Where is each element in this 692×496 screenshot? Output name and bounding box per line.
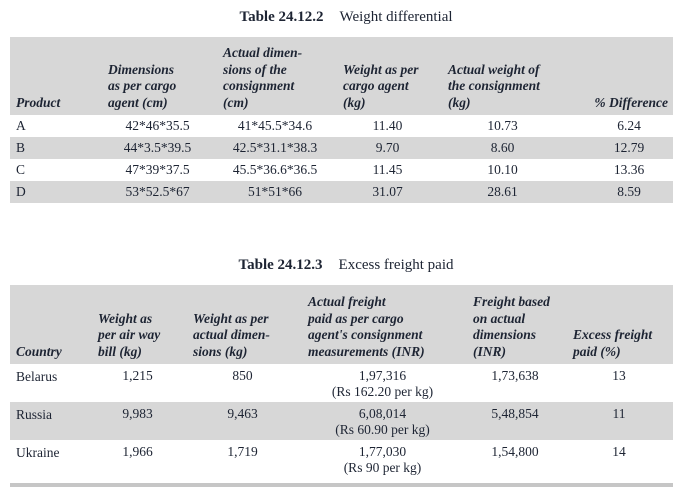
weight-differential-table: Product Dimensions as per cargo agent (c… — [10, 37, 673, 203]
freight-rate-note: (Rs 90 per kg) — [343, 460, 422, 475]
freight-paid-value: 1,77,030 — [358, 444, 407, 459]
cell-weight-actual: 850 — [232, 368, 253, 383]
table-row-ukraine: Ukraine 1,966 1,719 1,77,030 (Rs 90 per k… — [10, 440, 673, 478]
cell-freight-actual: 1,73,638 — [491, 368, 539, 383]
cell-pct: 13.36 — [613, 162, 645, 177]
cell-freight-actual: 1,54,800 — [491, 444, 539, 459]
freight-rate-note: (Rs 60.90 per kg) — [335, 422, 430, 437]
cell-country: Belarus — [16, 369, 58, 384]
table1-title: Table 24.12.2 Weight differential — [0, 9, 692, 26]
cell-dims-agent: 53*52.5*67 — [125, 184, 190, 199]
cell-dims-agent: 42*46*35.5 — [125, 118, 190, 133]
cell-weight-awb: 9,983 — [122, 406, 153, 421]
cell-weight-actual: 1,719 — [227, 444, 258, 459]
t2-col-weight-awb: Weight as per air way bill (kg) — [98, 310, 161, 359]
table-row-belarus: Belarus 1,215 850 1,97,316 (Rs 162.20 per… — [10, 364, 673, 402]
excess-freight-table: Country Weight as per air way bill (kg) … — [10, 285, 673, 478]
cell-product: A — [16, 118, 26, 133]
freight-rate-note: (Rs 162.20 per kg) — [331, 384, 434, 399]
cell-weight-actual: 10.10 — [487, 162, 518, 177]
cell-dims-actual: 45.5*36.6*36.5 — [232, 162, 318, 177]
cell-excess-pct: 13 — [612, 368, 626, 383]
table-row-product-a: A 42*46*35.5 41*45.5*34.6 11.40 10.73 6.… — [10, 115, 673, 137]
t2-col-excess-pct: Excess freight paid (%) — [573, 327, 653, 359]
cell-weight-actual: 10.73 — [487, 118, 518, 133]
cell-country: Ukraine — [16, 445, 60, 460]
cell-weight-agent: 31.07 — [372, 184, 403, 199]
page-bottom-rule — [10, 483, 673, 487]
table2-title-number: Table 24.12.3 — [238, 257, 323, 273]
cell-weight-actual: 9,463 — [227, 406, 258, 421]
table2-title-text: Excess freight paid — [338, 257, 454, 273]
t1-col-weight-actual: Actual weight of the consignment (kg) — [448, 61, 540, 110]
cell-excess-pct: 14 — [612, 444, 626, 459]
t1-col-pct-difference: % Difference — [594, 94, 668, 110]
cell-product: C — [16, 162, 26, 177]
cell-weight-agent: 11.40 — [372, 118, 403, 133]
freight-paid-value: 1,97,316 — [358, 368, 407, 383]
cell-weight-awb: 1,215 — [122, 368, 153, 383]
cell-freight-paid: 1,77,030 (Rs 90 per kg) — [300, 440, 465, 478]
freight-paid-value: 6,08,014 — [358, 406, 407, 421]
table2-header-row: Country Weight as per air way bill (kg) … — [10, 285, 673, 364]
cell-weight-actual: 28.61 — [487, 184, 518, 199]
cell-freight-paid: 1,97,316 (Rs 162.20 per kg) — [300, 364, 465, 402]
cell-weight-actual: 8.60 — [490, 140, 515, 155]
table1-header-row: Product Dimensions as per cargo agent (c… — [10, 37, 673, 115]
table-row-product-c: C 47*39*37.5 45.5*36.6*36.5 11.45 10.10 … — [10, 159, 673, 181]
t2-col-country: Country — [16, 343, 62, 359]
t1-col-dims-actual: Actual dimen- sions of the consignment (… — [223, 45, 303, 110]
t1-col-dims-agent: Dimensions as per cargo agent (cm) — [108, 61, 177, 110]
cell-pct: 8.59 — [617, 184, 641, 199]
table1-title-number: Table 24.12.2 — [239, 9, 324, 25]
cell-excess-pct: 11 — [612, 406, 626, 421]
cell-freight-paid: 6,08,014 (Rs 60.90 per kg) — [300, 402, 465, 440]
t2-col-freight-actual: Freight based on actual dimensions (INR) — [473, 294, 550, 359]
cell-weight-awb: 1,966 — [122, 444, 153, 459]
cell-weight-agent: 11.45 — [372, 162, 403, 177]
cell-pct: 6.24 — [617, 118, 641, 133]
cell-pct: 12.79 — [613, 140, 645, 155]
cell-dims-actual: 41*45.5*34.6 — [237, 118, 313, 133]
cell-dims-actual: 51*51*66 — [248, 184, 302, 199]
cell-country: Russia — [16, 407, 53, 422]
t2-col-weight-actual: Weight as per actual dimen- sions (kg) — [193, 310, 270, 359]
cell-freight-actual: 5,48,854 — [491, 406, 539, 421]
table1-title-text: Weight differential — [339, 9, 453, 25]
cell-dims-actual: 42.5*31.1*38.3 — [232, 140, 318, 155]
table2-title: Table 24.12.3 Excess freight paid — [0, 257, 692, 274]
cell-weight-agent: 9.70 — [375, 140, 400, 155]
cell-product: D — [16, 184, 26, 199]
table-row-russia: Russia 9,983 9,463 6,08,014 (Rs 60.90 per… — [10, 402, 673, 440]
t2-col-freight-paid: Actual freight paid as per cargo agent's… — [308, 294, 425, 359]
cell-dims-agent: 47*39*37.5 — [125, 162, 190, 177]
cell-dims-agent: 44*3.5*39.5 — [123, 140, 192, 155]
table-row-product-d: D 53*52.5*67 51*51*66 31.07 28.61 8.59 — [10, 181, 673, 203]
t1-col-weight-agent: Weight as per cargo agent (kg) — [343, 61, 419, 110]
cell-product: B — [16, 140, 26, 155]
t1-col-product: Product — [16, 94, 61, 110]
table-row-product-b: B 44*3.5*39.5 42.5*31.1*38.3 9.70 8.60 1… — [10, 137, 673, 159]
